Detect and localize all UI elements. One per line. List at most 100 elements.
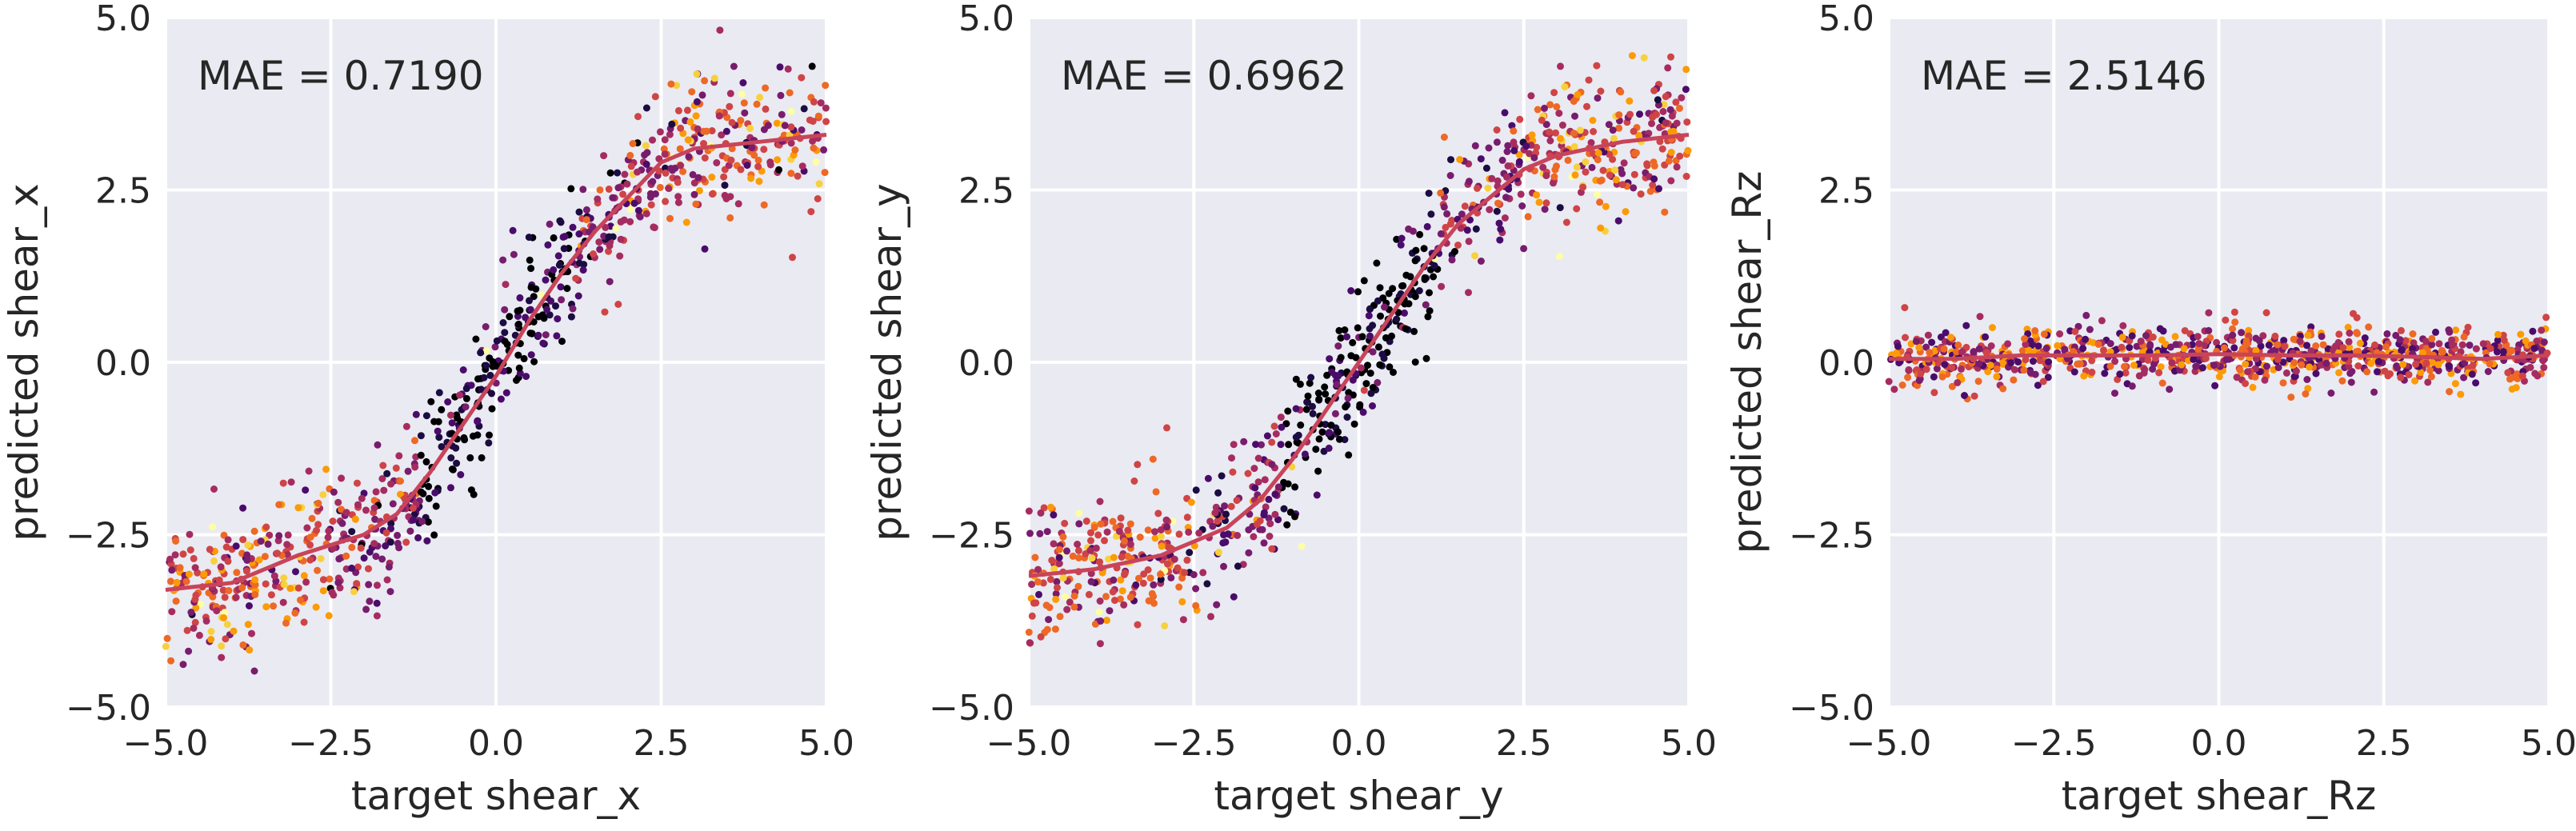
- scatter-point: [1286, 508, 1294, 516]
- scatter-point: [1940, 345, 1948, 353]
- scatter-point: [1096, 497, 1104, 505]
- scatter-point: [1366, 370, 1374, 378]
- scatter-point: [319, 587, 327, 595]
- scatter-point: [232, 542, 240, 550]
- scatter-point: [1047, 503, 1054, 511]
- scatter-point: [1683, 118, 1691, 126]
- scatter-point: [679, 168, 687, 175]
- scatter-point: [542, 331, 550, 339]
- scatter-point: [294, 584, 302, 592]
- scatter-point: [2242, 337, 2250, 345]
- scatter-point: [617, 235, 625, 243]
- scatter-point: [2034, 382, 2042, 390]
- scatter-point: [1050, 511, 1058, 519]
- scatter-point: [432, 502, 440, 510]
- scatter-point: [255, 556, 263, 564]
- scatter-point: [1103, 528, 1111, 536]
- scatter-point: [2494, 336, 2502, 344]
- scatter-point: [1174, 564, 1182, 572]
- scatter-point: [1917, 370, 1925, 378]
- scatter-point: [812, 158, 820, 166]
- scatter-point: [773, 119, 781, 127]
- scatter-point: [1234, 532, 1242, 539]
- scatter-point: [1233, 497, 1241, 505]
- scatter-point: [1227, 502, 1235, 510]
- scatter-point: [417, 451, 425, 459]
- scatter-point: [2222, 355, 2230, 363]
- scatter-point: [569, 223, 577, 231]
- scatter-point: [1928, 338, 1936, 346]
- scatter-point: [206, 545, 214, 553]
- scatter-point: [353, 580, 361, 588]
- scatter-point: [389, 500, 397, 508]
- scatter-point: [626, 151, 634, 159]
- scatter-point: [708, 127, 716, 134]
- scatter-point: [1335, 326, 1343, 334]
- scatter-point: [1115, 527, 1123, 535]
- scatter-point: [1632, 149, 1640, 157]
- scatter-point: [1030, 599, 1038, 607]
- scatter-point: [1502, 194, 1510, 202]
- scatter-point: [1458, 210, 1466, 218]
- scatter-point: [434, 417, 442, 425]
- scatter-point: [1117, 514, 1125, 522]
- scatter-point: [2121, 362, 2128, 370]
- scatter-point: [1516, 115, 1524, 123]
- subplot-shear-y: −5.0 −2.5 0.0 2.5 5.0 −5.0 −2.5 0.0 2.5 5.0 target…: [864, 0, 1717, 819]
- scatter-point: [1411, 358, 1419, 366]
- scatter-point: [1535, 198, 1543, 206]
- scatter-point: [2118, 343, 2126, 351]
- scatter-point: [1150, 581, 1158, 589]
- scatter-point: [325, 527, 333, 535]
- scatter-point: [2303, 376, 2311, 383]
- scatter-point: [642, 142, 650, 150]
- scatter-point: [2263, 362, 2270, 370]
- scatter-point: [1050, 565, 1058, 573]
- scatter-point: [1134, 461, 1142, 469]
- scatter-point: [778, 110, 786, 118]
- scatter-point: [457, 471, 465, 478]
- scatter-point: [1335, 435, 1343, 443]
- scatter-point: [2231, 318, 2239, 326]
- scatter-point: [1550, 179, 1557, 187]
- scatter-point: [372, 553, 380, 561]
- y-tick-label: −5.0: [66, 688, 151, 729]
- scatter-point: [1144, 566, 1152, 573]
- scatter-point: [1484, 184, 1492, 192]
- scatter-point: [514, 320, 522, 328]
- scatter-point: [1349, 338, 1357, 346]
- scatter-point: [2172, 341, 2180, 349]
- scatter-point: [1034, 565, 1042, 573]
- scatter-point: [2486, 345, 2494, 353]
- scatter-point: [1982, 349, 1990, 357]
- scatter-point: [2418, 349, 2426, 357]
- scatter-point: [456, 391, 464, 399]
- scatter-point: [2010, 366, 2018, 374]
- scatter-point: [1974, 378, 1982, 386]
- scatter-point: [1922, 343, 1930, 351]
- trend-line: [1889, 352, 2550, 362]
- scatter-point: [478, 453, 486, 461]
- scatter-point: [2213, 338, 2221, 346]
- scatter-point: [1039, 579, 1047, 587]
- scatter-point: [1110, 576, 1118, 584]
- scatter-point: [665, 185, 673, 192]
- scatter-point: [1948, 382, 1956, 390]
- scatter-point: [509, 226, 517, 234]
- scatter-point: [1411, 293, 1419, 301]
- scatter-point: [2031, 370, 2039, 378]
- scatter-point: [1594, 149, 1602, 157]
- scatter-point: [1074, 582, 1082, 590]
- scatter-point: [1046, 604, 1054, 611]
- scatter-point: [726, 90, 734, 98]
- scatter-point: [2396, 336, 2404, 344]
- scatter-point: [1292, 375, 1300, 383]
- scatter-point: [1118, 587, 1126, 595]
- scatter-point: [2302, 390, 2310, 398]
- scatter-point: [485, 439, 493, 447]
- scatter-point: [690, 190, 698, 198]
- scatter-point: [486, 371, 494, 379]
- scatter-point: [314, 499, 322, 507]
- scatter-point: [223, 621, 231, 629]
- scatter-point: [283, 551, 291, 559]
